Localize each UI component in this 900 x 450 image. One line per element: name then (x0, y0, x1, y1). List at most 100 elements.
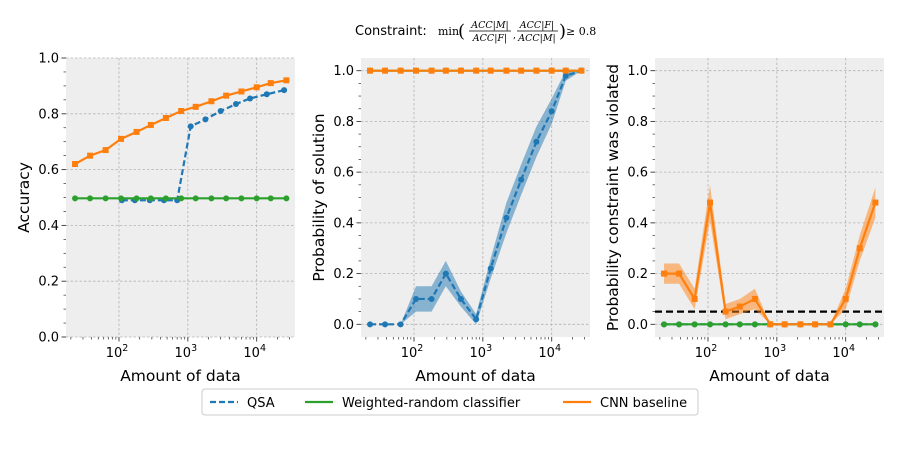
title-paren-open: ( (458, 21, 465, 42)
y-tick-label: 0.0 (38, 331, 59, 346)
x-tick-label: 102 (106, 343, 129, 361)
series-line-qsa (370, 69, 582, 326)
y-tick-label: 0.4 (333, 216, 354, 231)
data-point-cnn-baseline (812, 321, 819, 328)
data-point-cnn-baseline (382, 67, 389, 74)
x-tick-exponent: 2 (122, 343, 128, 354)
data-point-cnn-baseline (457, 67, 464, 74)
data-point-cnn-baseline (253, 84, 260, 91)
data-point-cnn-baseline (283, 77, 290, 84)
data-point-weighted-random-classifier (676, 321, 683, 328)
legend: QSA Weighted-random classifier CNN basel… (201, 388, 699, 416)
data-point-weighted-random-classifier (72, 195, 79, 202)
panel-probability-of-solution: 102 103 104 0.0 0.2 0.4 0.6 0.8 1.0 Amount of dat… (310, 58, 590, 385)
y-tick-label: 1.0 (333, 64, 354, 79)
y-tick-label: 0.8 (333, 115, 354, 130)
data-point-cnn-baseline (238, 88, 245, 95)
y-tick-label: 0.8 (38, 107, 59, 122)
x-tick-label: 102 (401, 343, 424, 361)
data-point-qsa (548, 108, 555, 115)
data-point-qsa (442, 270, 449, 277)
data-point-weighted-random-classifier (751, 321, 758, 328)
legend-frame (201, 388, 699, 416)
data-point-cnn-baseline (518, 67, 525, 74)
legend-label-qsa: QSA (247, 396, 275, 411)
data-point-cnn-baseline (192, 103, 199, 110)
y-tick-label: 0.0 (333, 318, 354, 333)
data-point-qsa (473, 316, 480, 323)
data-point-qsa (397, 321, 404, 328)
data-point-cnn-baseline (797, 321, 804, 328)
data-point-cnn-baseline (223, 92, 230, 99)
data-point-qsa (428, 295, 435, 302)
data-point-cnn-baseline (397, 67, 404, 74)
data-point-weighted-random-classifier (118, 195, 125, 202)
data-point-qsa (232, 101, 239, 108)
title-paren-close: ) (559, 21, 566, 42)
x-tick-label: 104 (538, 343, 561, 361)
data-point-qsa (413, 295, 420, 302)
data-point-cnn-baseline (413, 67, 420, 74)
title-comma: , (513, 30, 516, 41)
data-point-cnn-baseline (133, 128, 140, 135)
data-point-weighted-random-classifier (223, 195, 230, 202)
data-point-weighted-random-classifier (707, 321, 714, 328)
data-point-weighted-random-classifier (133, 195, 140, 202)
x-tick-label: 104 (832, 343, 855, 361)
y-tick-label: 0.2 (38, 275, 59, 290)
data-point-cnn-baseline (661, 270, 668, 277)
data-point-cnn-baseline (578, 67, 585, 74)
data-point-qsa (382, 321, 389, 328)
data-point-weighted-random-classifier (238, 195, 245, 202)
x-tick-label: 103 (470, 343, 493, 361)
data-point-qsa (217, 108, 224, 115)
data-point-cnn-baseline (691, 295, 698, 302)
data-point-qsa (487, 265, 494, 272)
data-point-weighted-random-classifier (856, 321, 863, 328)
panel-constraint-violation: 102 103 104 0.0 0.2 0.4 0.6 0.8 1.0 Amount of dat… (604, 58, 884, 385)
x-tick-exponent: 2 (711, 343, 717, 354)
x-tick-exponent: 4 (555, 343, 561, 354)
x-tick-exponent: 3 (486, 343, 492, 354)
data-point-cnn-baseline (503, 67, 510, 74)
y-tick-label: 1.0 (627, 64, 648, 79)
data-point-cnn-baseline (208, 98, 215, 105)
data-point-cnn-baseline (162, 114, 169, 121)
data-point-qsa (457, 295, 464, 302)
y-tick-label: 0.4 (38, 219, 59, 234)
x-tick-exponent: 3 (191, 343, 197, 354)
title-frac1-num: ACC|M| (470, 20, 509, 31)
x-axis-label: Amount of data (415, 367, 536, 385)
x-tick-exponent: 3 (780, 343, 786, 354)
data-point-weighted-random-classifier (842, 321, 849, 328)
x-tick-exponent: 4 (849, 343, 855, 354)
data-point-cnn-baseline (118, 135, 125, 142)
data-point-cnn-baseline (473, 67, 480, 74)
data-point-cnn-baseline (736, 303, 743, 310)
legend-label-cnn: CNN baseline (600, 396, 687, 411)
data-point-cnn-baseline (722, 308, 729, 315)
data-point-qsa (202, 116, 209, 123)
data-point-qsa (247, 95, 254, 102)
data-point-weighted-random-classifier (283, 195, 290, 202)
data-point-weighted-random-classifier (178, 195, 185, 202)
data-point-cnn-baseline (781, 321, 788, 328)
y-tick-label: 1.0 (38, 52, 59, 67)
title-min: min (438, 25, 459, 38)
y-tick-label: 0.6 (38, 163, 59, 178)
y-tick-label: 0.0 (627, 318, 648, 333)
data-point-cnn-baseline (707, 199, 714, 206)
x-tick-exponent: 2 (417, 343, 423, 354)
data-point-cnn-baseline (102, 147, 109, 154)
data-point-cnn-baseline (87, 152, 94, 159)
y-tick-label: 0.6 (333, 166, 354, 181)
data-point-qsa (187, 123, 194, 130)
data-point-weighted-random-classifier (736, 321, 743, 328)
data-point-weighted-random-classifier (253, 195, 260, 202)
confidence-band-qsa (370, 70, 582, 325)
y-tick-label: 0.6 (627, 166, 648, 181)
data-point-cnn-baseline (442, 67, 449, 74)
title-frac2-den: ACC|M| (517, 33, 556, 44)
